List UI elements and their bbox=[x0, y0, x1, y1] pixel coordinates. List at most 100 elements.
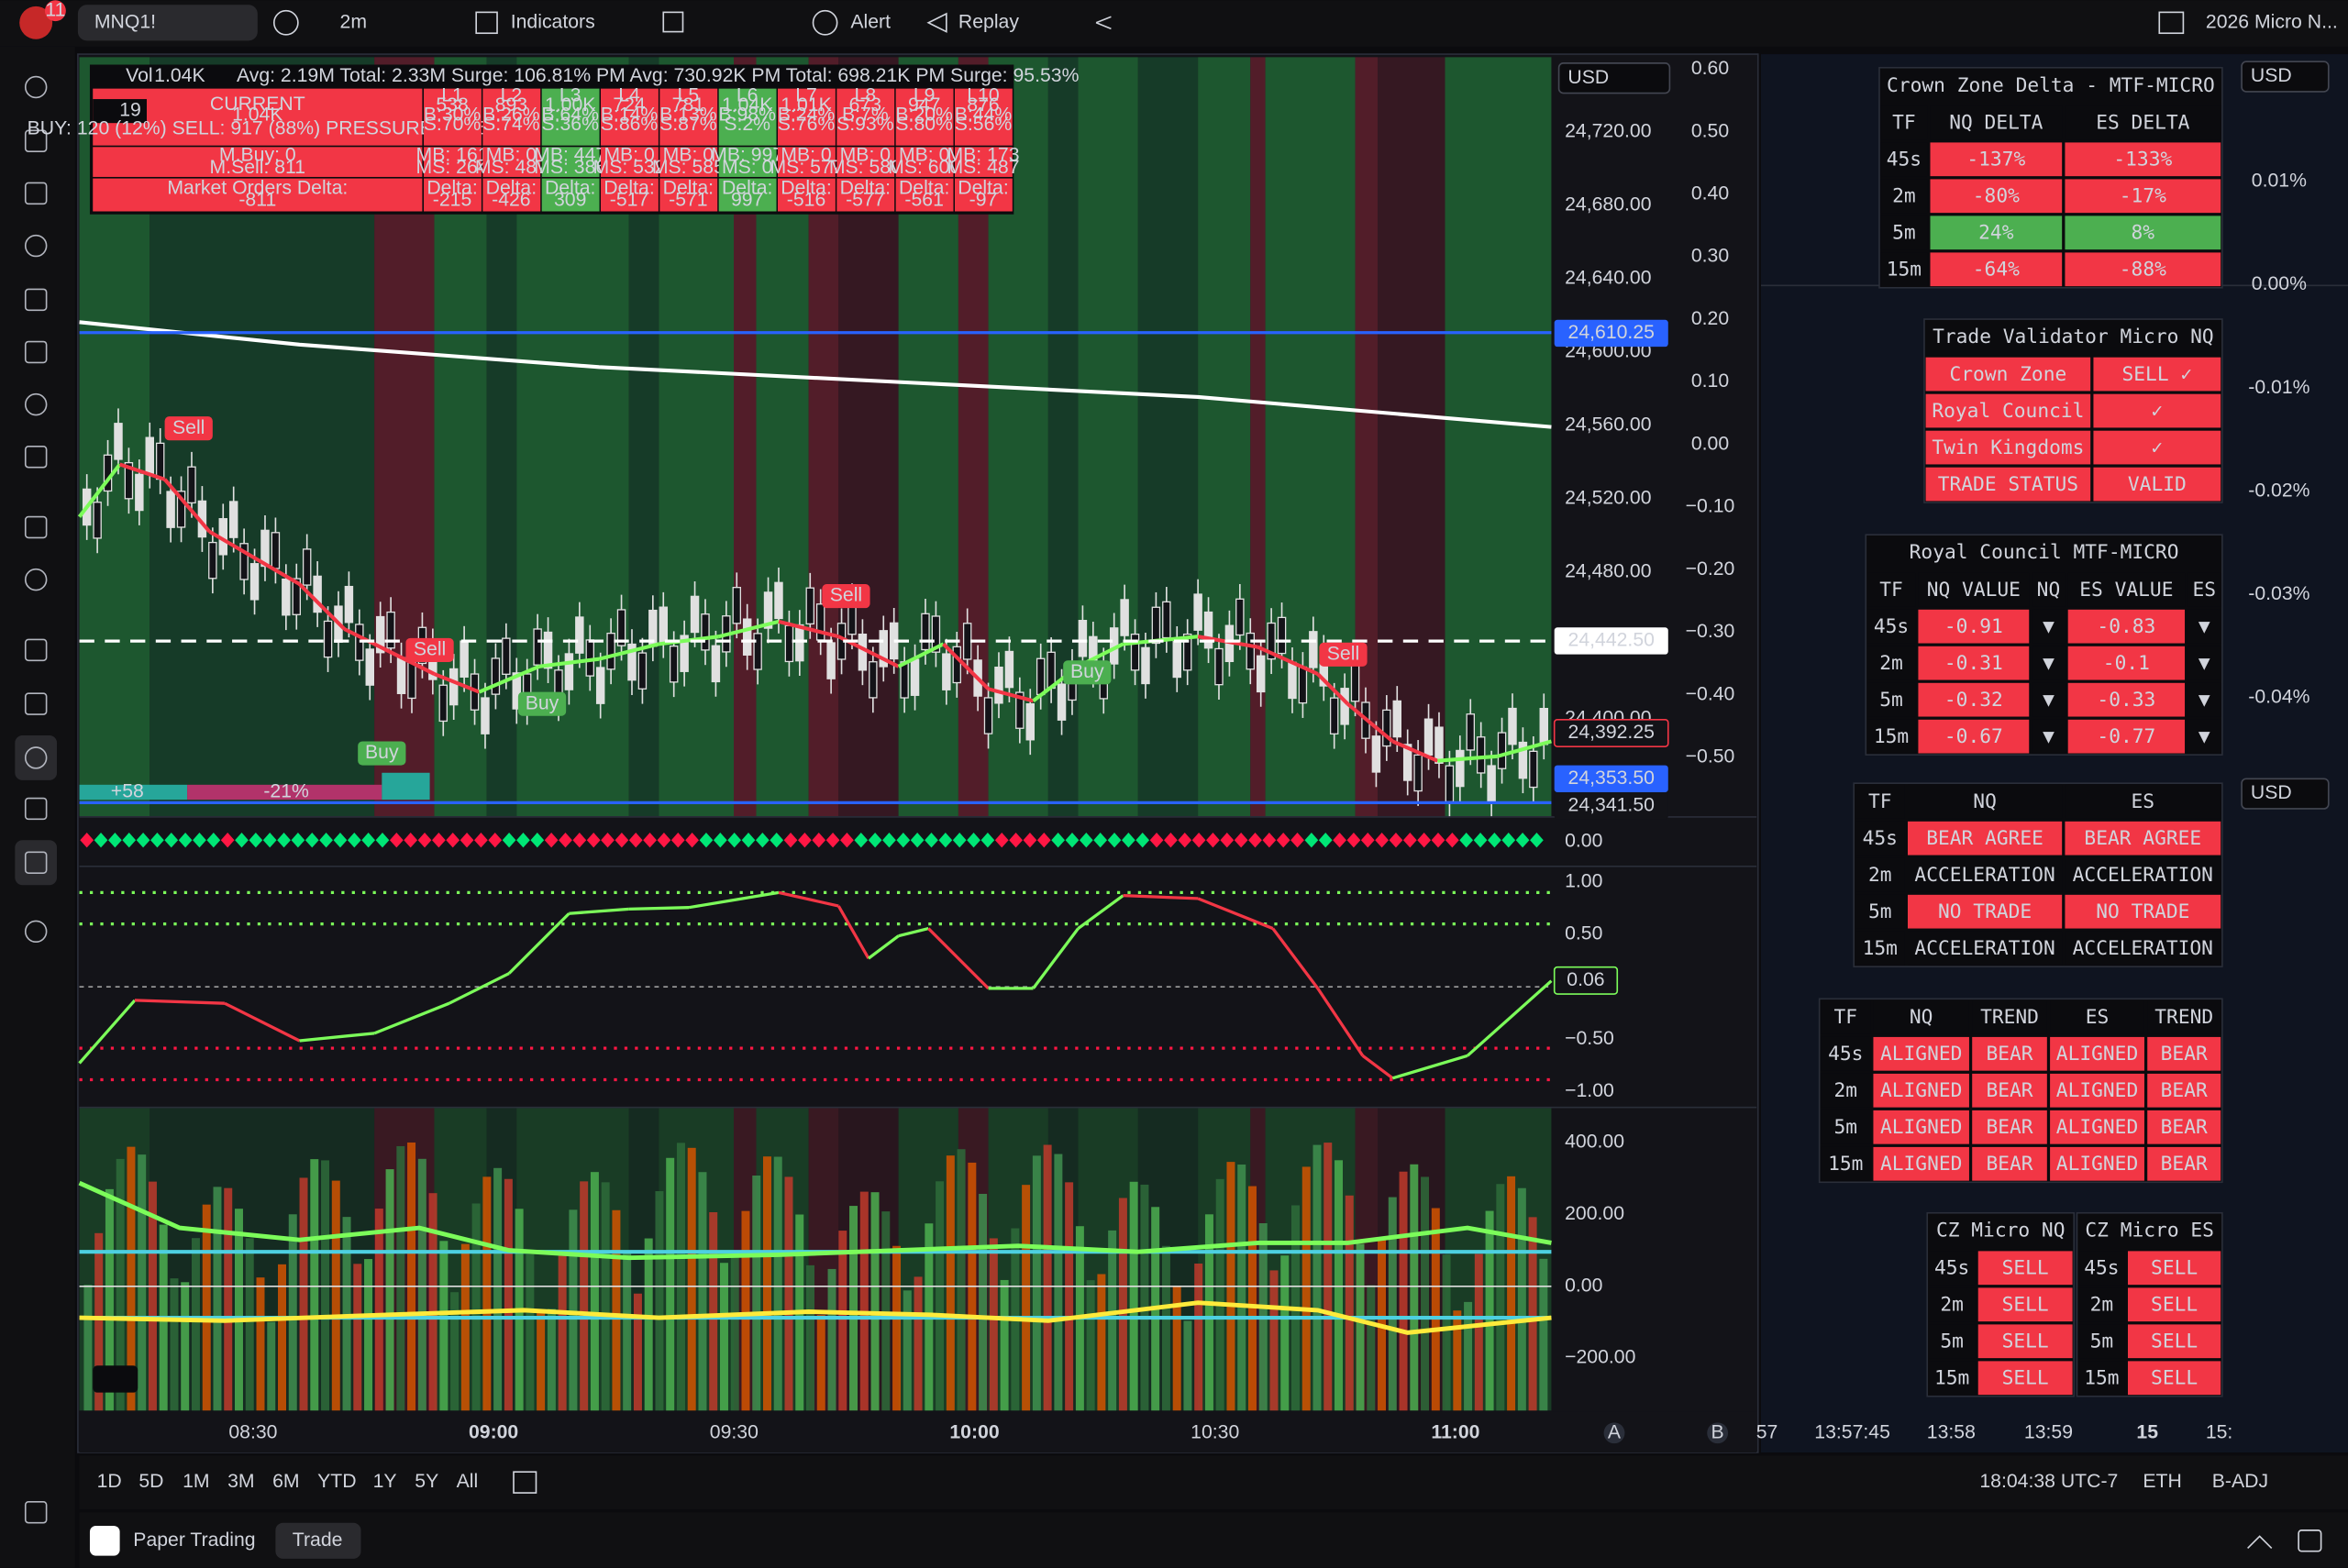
collapse-icon[interactable] bbox=[2247, 1535, 2273, 1550]
candle-body bbox=[858, 633, 868, 671]
tool-icon[interactable] bbox=[24, 692, 48, 715]
candle-body bbox=[942, 653, 951, 690]
candle-body bbox=[176, 491, 186, 528]
tool-icon[interactable] bbox=[24, 288, 48, 312]
table-cell bbox=[2065, 784, 2221, 819]
table-cell bbox=[1908, 821, 2063, 856]
tool-icon[interactable] bbox=[24, 392, 48, 416]
tool-icon[interactable] bbox=[24, 1501, 48, 1524]
range-button[interactable]: 5Y bbox=[415, 1471, 438, 1492]
candle-body bbox=[983, 697, 993, 734]
candle-body bbox=[449, 668, 459, 706]
range-button[interactable]: 5D bbox=[138, 1471, 163, 1492]
volume-bar bbox=[1161, 1245, 1170, 1411]
volume-bar bbox=[245, 1238, 254, 1411]
trade-button[interactable] bbox=[275, 1522, 361, 1559]
tool-icon[interactable] bbox=[24, 568, 48, 591]
candle-body bbox=[1193, 593, 1202, 631]
collapse-count[interactable]: 19 bbox=[119, 100, 141, 121]
tool-icon[interactable] bbox=[24, 234, 48, 258]
alert-button[interactable]: Alert bbox=[850, 11, 891, 32]
volume-bar bbox=[1301, 1166, 1311, 1411]
undo-icon[interactable] bbox=[1095, 16, 1112, 30]
adjustment-toggle[interactable]: B-ADJ bbox=[2212, 1471, 2268, 1492]
trend-line bbox=[77, 463, 122, 518]
diamond bbox=[164, 833, 179, 848]
candle-body bbox=[1392, 700, 1401, 738]
price-tag bbox=[1553, 718, 1669, 747]
scale-marker[interactable] bbox=[1707, 1422, 1729, 1444]
tool-icon[interactable] bbox=[24, 920, 48, 944]
oscillator-line bbox=[373, 1001, 450, 1035]
tool-icon[interactable] bbox=[24, 446, 48, 469]
add-symbol[interactable] bbox=[272, 9, 299, 36]
currency[interactable]: USD bbox=[1567, 67, 1609, 88]
candle-body bbox=[145, 436, 154, 474]
tool-icon[interactable] bbox=[24, 182, 48, 205]
currency-select[interactable] bbox=[2241, 778, 2330, 810]
range-button[interactable]: 1Y bbox=[373, 1471, 397, 1492]
secondary-tick-label: −0.40 bbox=[1686, 683, 1735, 704]
range-button[interactable]: All bbox=[457, 1471, 479, 1492]
currency[interactable]: USD bbox=[2251, 65, 2292, 86]
level-text: 1.01K bbox=[781, 94, 831, 116]
price-tag bbox=[1554, 627, 1668, 655]
range-button[interactable]: 6M bbox=[272, 1471, 299, 1492]
trade-button-label[interactable]: Trade bbox=[293, 1529, 343, 1551]
table-cell-text: ALIGNED bbox=[1880, 1153, 1962, 1176]
tool-icon[interactable] bbox=[24, 797, 48, 821]
tool-icon[interactable] bbox=[24, 851, 48, 874]
table-cell-text: NO TRADE bbox=[1938, 900, 2032, 923]
diamond bbox=[122, 833, 137, 848]
table-cell-text: ALIGNED bbox=[1880, 1079, 1962, 1102]
candle-body bbox=[826, 642, 836, 679]
panel-tab[interactable]: Paper Trading bbox=[133, 1529, 255, 1551]
range-button[interactable]: 3M bbox=[227, 1471, 254, 1492]
candle-body bbox=[1057, 683, 1067, 721]
table-cell-text: ACCELERATION bbox=[2073, 937, 2213, 960]
range-button[interactable]: 1M bbox=[183, 1471, 209, 1492]
tool-icon[interactable] bbox=[24, 75, 48, 99]
tool-icon[interactable] bbox=[24, 129, 48, 153]
avatar[interactable] bbox=[19, 6, 53, 39]
currency[interactable]: USD bbox=[2251, 782, 2292, 803]
table-title: Royal Council MTF-MICRO bbox=[1910, 541, 2179, 564]
volume-bar bbox=[1496, 1184, 1505, 1411]
percent-tick-label: 0.00% bbox=[2252, 273, 2307, 294]
level-cell bbox=[541, 147, 600, 177]
secondary-tick-label: 0.20 bbox=[1691, 308, 1729, 329]
session-toggle[interactable]: ETH bbox=[2143, 1471, 2181, 1492]
level-text: B:44% bbox=[955, 105, 1013, 126]
replay-button[interactable]: Replay bbox=[958, 11, 1019, 32]
symbol-box[interactable] bbox=[77, 5, 258, 41]
interval[interactable]: 2m bbox=[340, 11, 367, 32]
scale-marker[interactable] bbox=[1603, 1422, 1625, 1444]
table-cell-text: SELL bbox=[2002, 1257, 2049, 1280]
tool-icon[interactable] bbox=[24, 746, 48, 769]
currency-select[interactable] bbox=[1557, 62, 1671, 94]
table-cell-text: Royal Council bbox=[1932, 400, 2084, 423]
candle-body bbox=[1508, 707, 1517, 745]
table-cell bbox=[1855, 821, 1905, 856]
level-text: B:26% bbox=[482, 105, 540, 126]
volume-bar bbox=[741, 1210, 750, 1411]
range-button[interactable]: YTD bbox=[317, 1471, 356, 1492]
volume-bar bbox=[1140, 1184, 1149, 1411]
time-tick-label: 09:30 bbox=[710, 1421, 759, 1442]
layout-name[interactable]: 2026 Micro N... bbox=[2206, 11, 2338, 32]
table-cell-text: -17% bbox=[2120, 185, 2166, 208]
volume-bar bbox=[881, 1211, 891, 1411]
calendar-icon[interactable] bbox=[513, 1471, 537, 1494]
currency-select[interactable] bbox=[2241, 61, 2330, 93]
maximize-icon[interactable] bbox=[2298, 1529, 2322, 1552]
candle-body bbox=[1329, 697, 1339, 734]
indicators-button[interactable]: Indicators bbox=[511, 11, 595, 32]
range-button[interactable]: 1D bbox=[97, 1471, 122, 1492]
tool-icon[interactable] bbox=[24, 638, 48, 662]
oscillator-line bbox=[224, 1001, 301, 1043]
tool-icon[interactable] bbox=[24, 340, 48, 364]
tool-icon[interactable] bbox=[24, 515, 48, 539]
diamond bbox=[798, 833, 812, 848]
level-text: -215 bbox=[433, 190, 471, 211]
symbol[interactable]: MNQ1! bbox=[94, 11, 156, 32]
